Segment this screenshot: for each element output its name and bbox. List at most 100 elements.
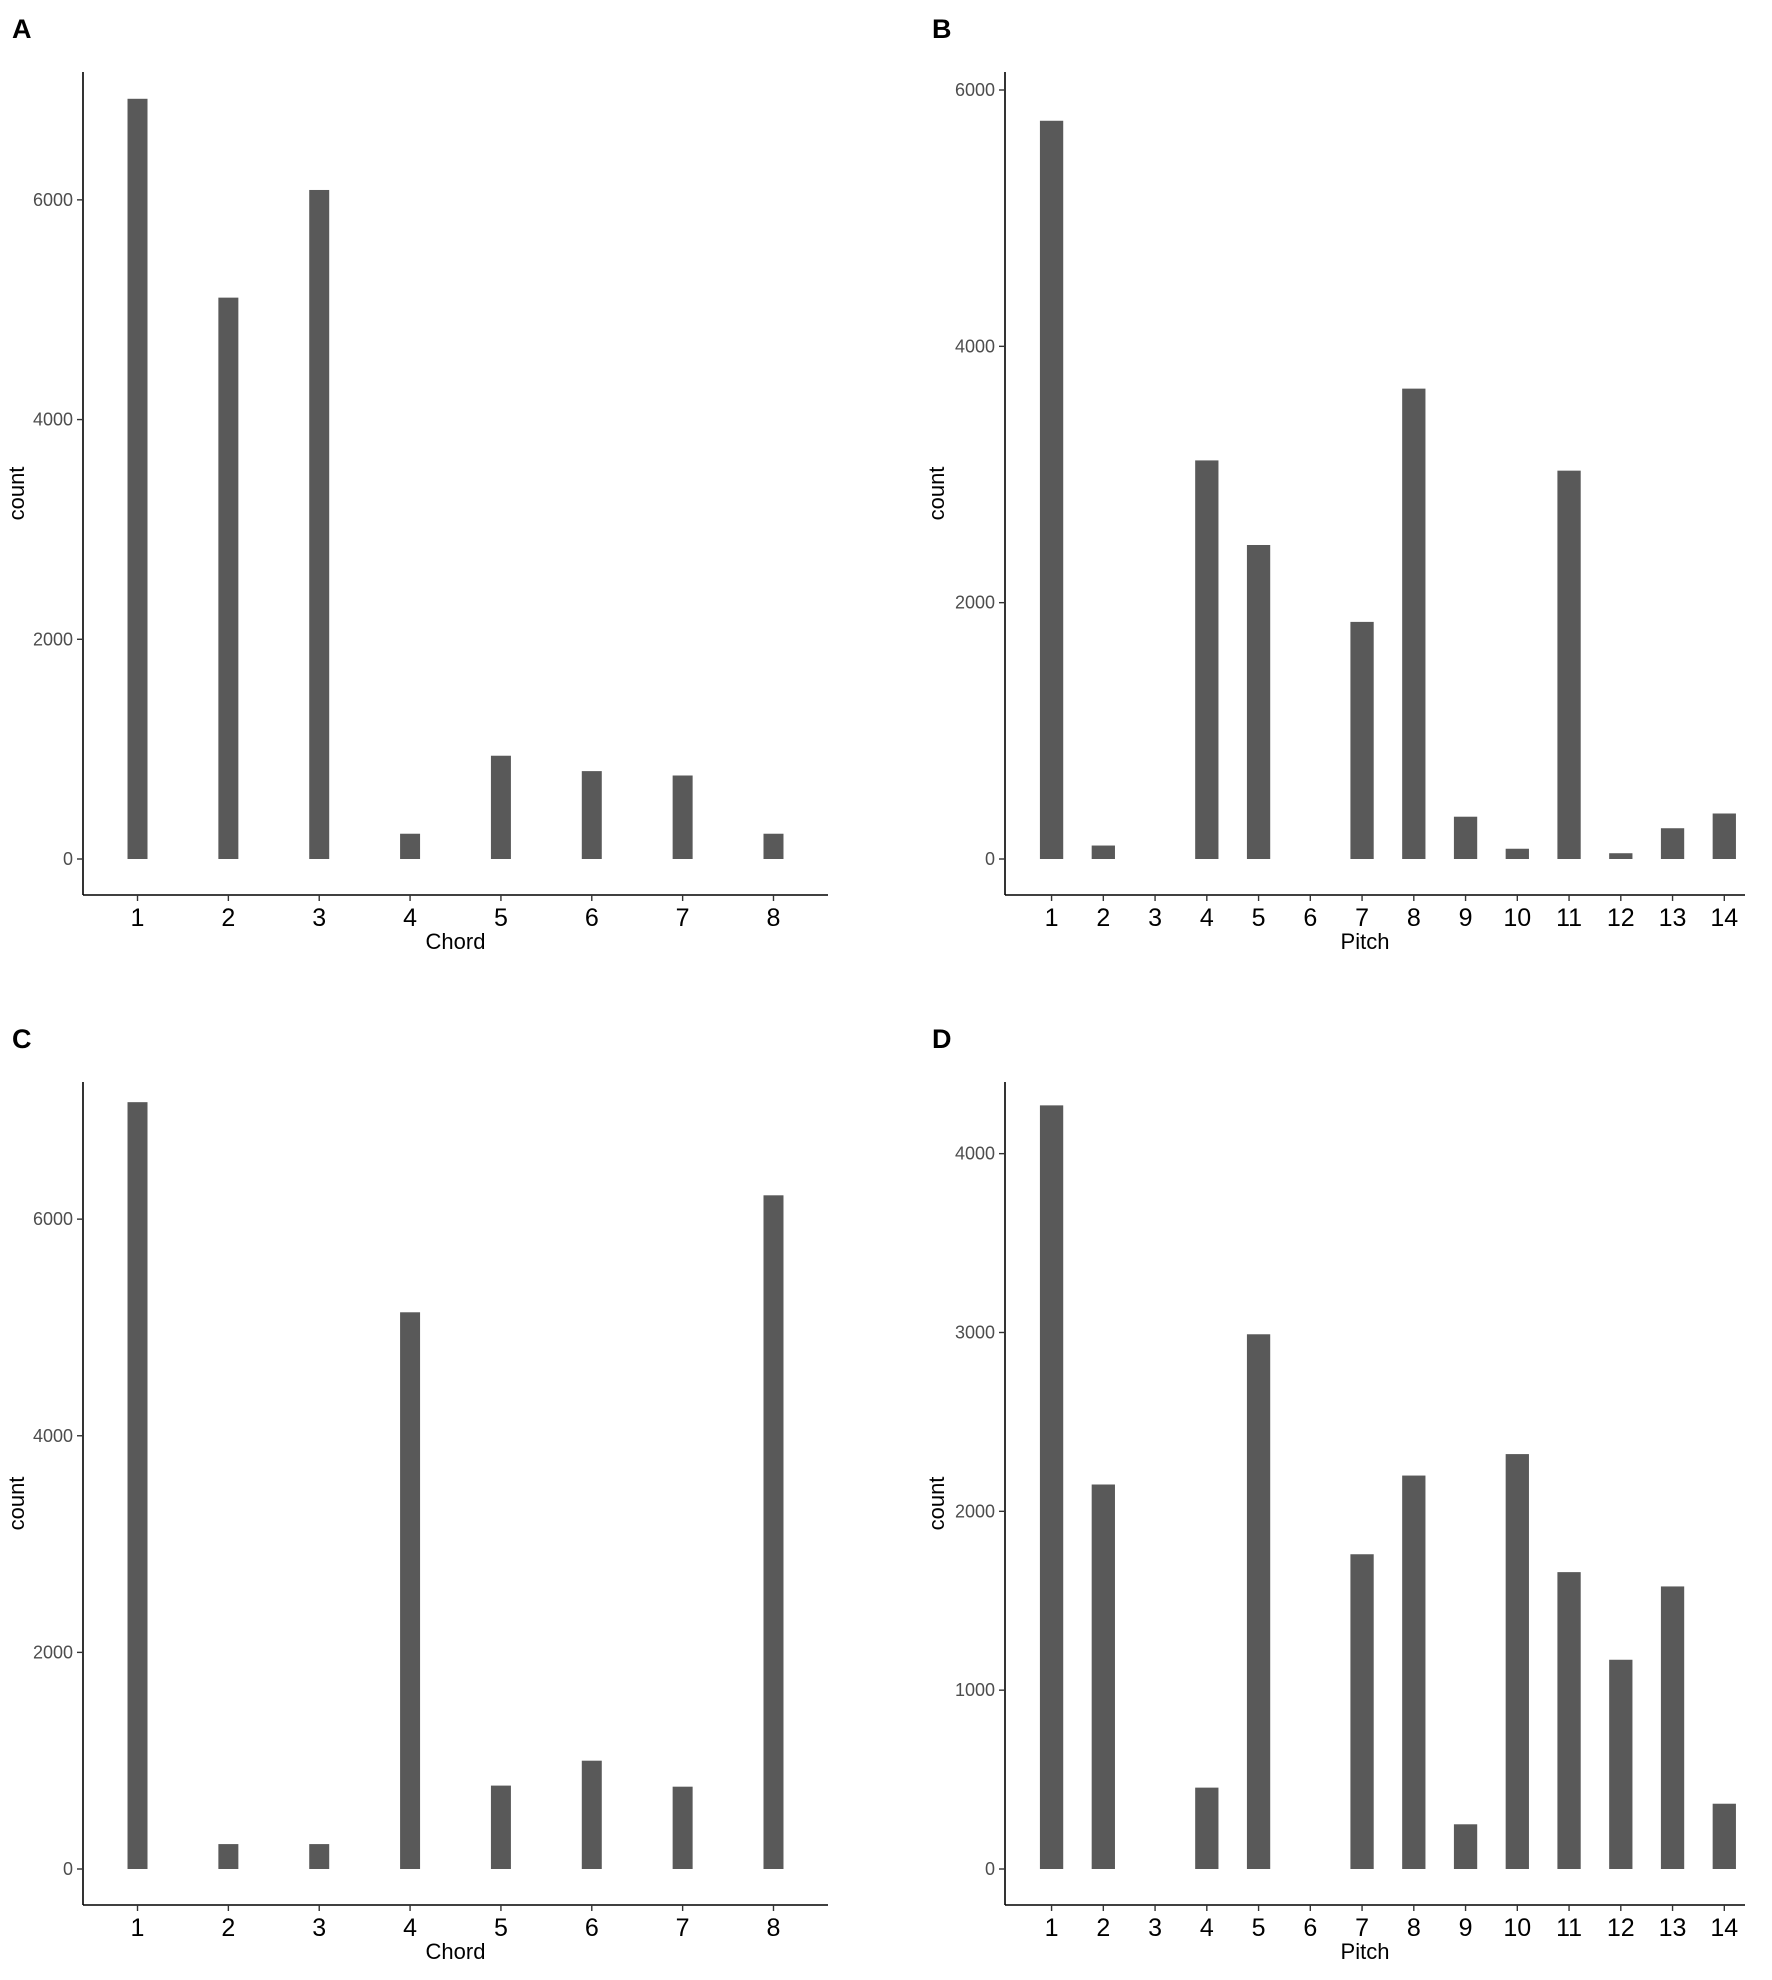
bar-b-4	[1195, 460, 1219, 859]
bar-d-14	[1712, 1803, 1736, 1869]
bar-b-14	[1712, 813, 1736, 859]
x-tick-label-b-4: 4	[1200, 904, 1214, 932]
y-tick-label-b-2000: 2000	[955, 593, 995, 613]
y-tick-label-b-4000: 4000	[955, 336, 995, 356]
x-tick-label-b-13: 13	[1659, 904, 1687, 932]
bar-b-1	[1039, 120, 1064, 859]
bar-b-9	[1453, 816, 1478, 859]
y-tick-label-d-4000: 4000	[955, 1144, 995, 1164]
x-tick-label-c-6: 6	[585, 1914, 599, 1942]
panel-letter-d: D	[932, 1024, 952, 1054]
bar-c-8	[763, 1195, 784, 1869]
x-tick-label-d-5: 5	[1252, 1914, 1266, 1942]
y-tick-label-b-6000: 6000	[955, 80, 995, 100]
x-tick-label-b-1: 1	[1045, 904, 1059, 932]
bar-b-2	[1091, 845, 1115, 859]
x-tick-label-b-7: 7	[1355, 904, 1369, 932]
x-tick-label-b-11: 11	[1556, 904, 1582, 932]
bar-b-8	[1402, 388, 1426, 859]
y-axis-title-c: count	[4, 1477, 29, 1531]
x-tick-label-a-6: 6	[585, 904, 599, 932]
x-tick-label-d-4: 4	[1200, 1914, 1214, 1942]
x-tick-label-b-10: 10	[1503, 904, 1531, 932]
bar-d-11	[1557, 1572, 1581, 1869]
bar-a-5	[490, 755, 511, 859]
y-axis-title-b: count	[924, 467, 949, 521]
x-tick-label-b-3: 3	[1148, 904, 1162, 932]
y-axis-title-a: count	[4, 467, 29, 521]
panel-letter-a: A	[12, 14, 32, 44]
y-tick-label-c-2000: 2000	[33, 1642, 73, 1662]
panel-letter-c: C	[12, 1024, 32, 1054]
x-tick-label-a-3: 3	[312, 904, 326, 932]
y-tick-label-a-2000: 2000	[33, 629, 73, 649]
x-tick-label-d-7: 7	[1355, 1914, 1369, 1942]
bar-a-1	[127, 98, 148, 859]
x-tick-label-c-5: 5	[494, 1914, 508, 1942]
x-tick-label-a-2: 2	[221, 904, 235, 932]
y-tick-label-d-2000: 2000	[955, 1501, 995, 1521]
bar-a-2	[218, 297, 239, 859]
y-tick-label-d-0: 0	[985, 1859, 995, 1879]
y-axis-title-d: count	[924, 1477, 949, 1531]
bar-d-8	[1402, 1475, 1426, 1869]
y-tick-label-d-1000: 1000	[955, 1680, 995, 1700]
y-tick-label-d-3000: 3000	[955, 1322, 995, 1342]
bar-d-2	[1091, 1484, 1115, 1869]
x-tick-label-b-12: 12	[1607, 904, 1635, 932]
x-axis-title-a: Chord	[426, 929, 486, 954]
bar-c-1	[127, 1102, 148, 1869]
x-axis-title-c: Chord	[426, 1939, 486, 1964]
x-tick-label-d-12: 12	[1607, 1914, 1635, 1942]
bar-a-3	[309, 189, 330, 860]
bar-b-11	[1557, 470, 1581, 859]
x-tick-label-a-7: 7	[676, 904, 690, 932]
y-tick-label-a-4000: 4000	[33, 410, 73, 430]
y-tick-label-b-0: 0	[985, 849, 995, 869]
bar-b-5	[1246, 544, 1271, 859]
x-tick-label-a-8: 8	[767, 904, 781, 932]
bar-c-2	[218, 1844, 239, 1869]
x-tick-label-d-1: 1	[1045, 1914, 1059, 1942]
x-tick-label-a-1: 1	[131, 904, 145, 932]
y-tick-label-a-6000: 6000	[33, 190, 73, 210]
bar-d-13	[1660, 1586, 1685, 1869]
bar-b-10	[1505, 848, 1529, 859]
x-tick-label-d-6: 6	[1303, 1914, 1317, 1942]
bar-d-12	[1609, 1659, 1633, 1869]
bar-c-5	[490, 1785, 511, 1869]
x-tick-label-d-8: 8	[1407, 1914, 1421, 1942]
x-tick-label-c-8: 8	[767, 1914, 781, 1942]
x-tick-label-d-13: 13	[1659, 1914, 1687, 1942]
bar-d-4	[1195, 1787, 1219, 1869]
x-tick-label-d-14: 14	[1710, 1914, 1738, 1942]
x-tick-label-c-4: 4	[403, 1914, 417, 1942]
x-tick-label-d-9: 9	[1459, 1914, 1473, 1942]
bar-d-10	[1505, 1454, 1529, 1869]
x-tick-label-a-5: 5	[494, 904, 508, 932]
x-tick-label-d-11: 11	[1556, 1914, 1582, 1942]
bar-c-6	[581, 1760, 602, 1869]
y-tick-label-c-4000: 4000	[33, 1426, 73, 1446]
x-tick-label-b-6: 6	[1303, 904, 1317, 932]
bar-c-7	[672, 1786, 693, 1869]
bar-d-1	[1039, 1105, 1064, 1869]
panel-letter-b: B	[932, 14, 952, 44]
bar-a-6	[581, 771, 602, 859]
x-tick-label-c-1: 1	[131, 1914, 145, 1942]
bar-c-4	[400, 1312, 421, 1869]
bar-a-8	[763, 833, 784, 859]
x-axis-title-b: Pitch	[1341, 929, 1390, 954]
x-tick-label-c-7: 7	[676, 1914, 690, 1942]
x-tick-label-b-5: 5	[1252, 904, 1266, 932]
bar-a-4	[400, 833, 421, 859]
y-tick-label-c-6000: 6000	[33, 1209, 73, 1229]
x-tick-label-c-2: 2	[221, 1914, 235, 1942]
bar-c-3	[309, 1844, 330, 1869]
y-tick-label-a-0: 0	[63, 849, 73, 869]
x-tick-label-d-3: 3	[1148, 1914, 1162, 1942]
bar-a-7	[672, 775, 693, 859]
x-tick-label-b-14: 14	[1710, 904, 1738, 932]
